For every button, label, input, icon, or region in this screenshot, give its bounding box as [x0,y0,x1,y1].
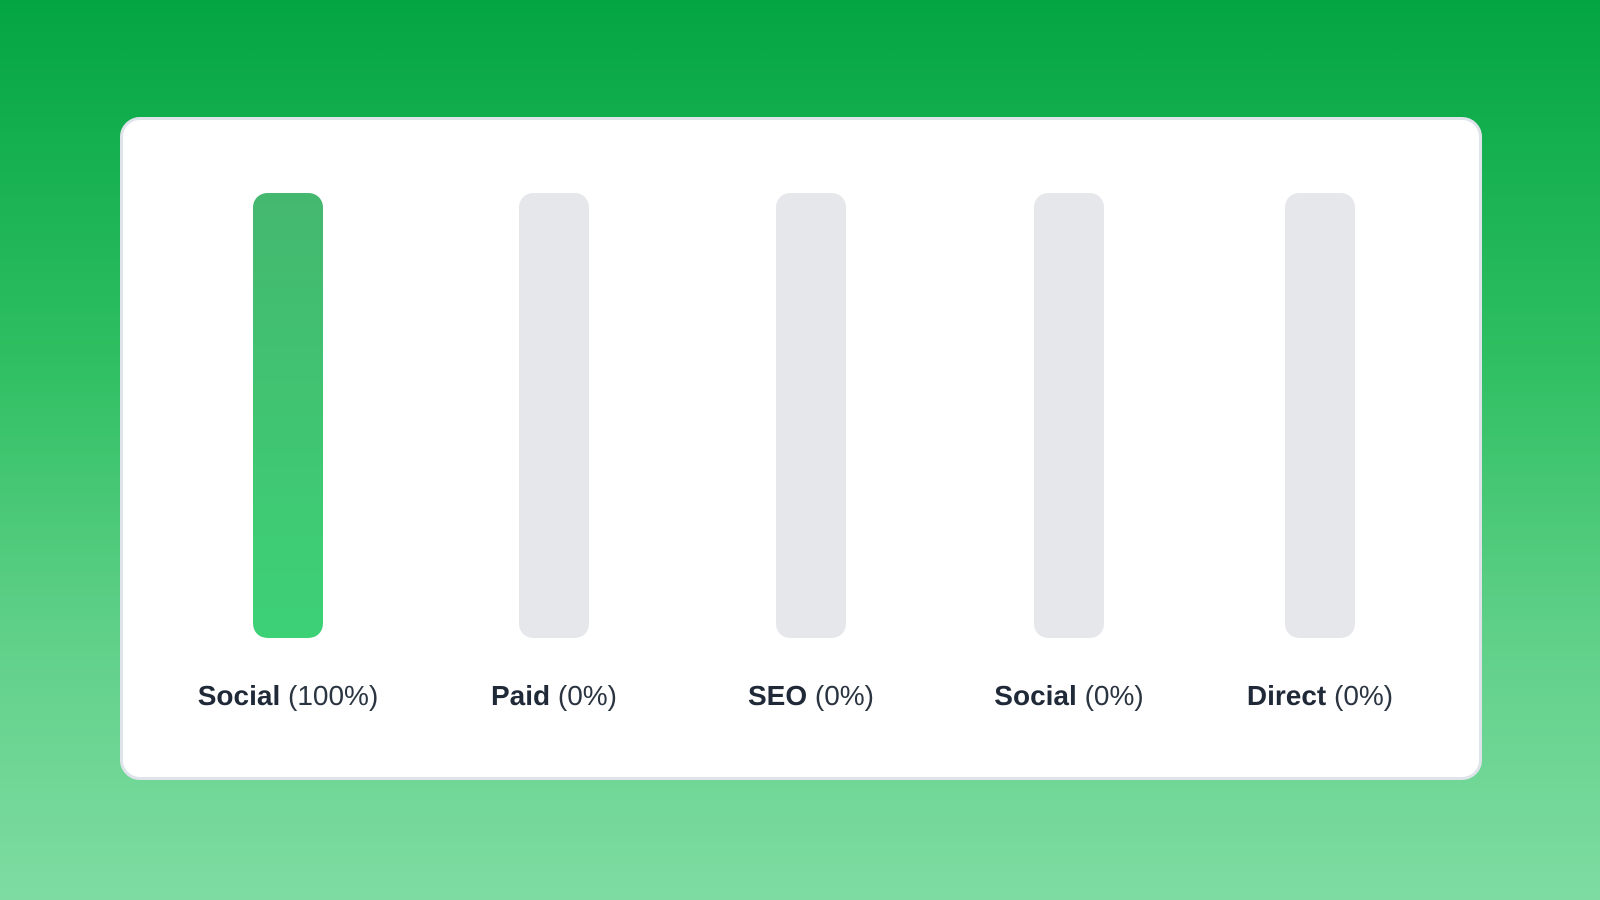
bar-track [1034,193,1104,638]
category-label: Social [197,680,281,711]
bar-column: Social (100%) [158,120,418,777]
bar-label: Social (0%) [899,680,1239,712]
chart-card: Social (100%) Paid (0%) SEO (0%) Social (0%… [120,117,1482,780]
bar-track [776,193,846,638]
value-label: (0%) [557,680,618,711]
value-label: (100%) [288,680,379,711]
category-label: Paid [490,680,551,711]
bar-track [253,193,323,638]
bar-label: Paid (0%) [384,680,724,712]
bar-column: Social (0%) [939,120,1199,777]
value-label: (0%) [1084,680,1144,711]
bar-label: Direct (0%) [1150,680,1490,712]
bar-column: SEO (0%) [681,120,941,777]
bar-label: Social (100%) [118,680,458,712]
bar-track [519,193,589,638]
bar-column: Direct (0%) [1190,120,1450,777]
bar-track [1285,193,1355,638]
bar-label: SEO (0%) [641,680,981,712]
value-label: (0%) [814,680,875,711]
category-label: Direct [1246,680,1327,711]
value-label: (0%) [1334,680,1394,711]
category-label: Social [994,680,1077,711]
bar-column: Paid (0%) [424,120,684,777]
bar [253,193,323,638]
category-label: SEO [747,680,808,711]
